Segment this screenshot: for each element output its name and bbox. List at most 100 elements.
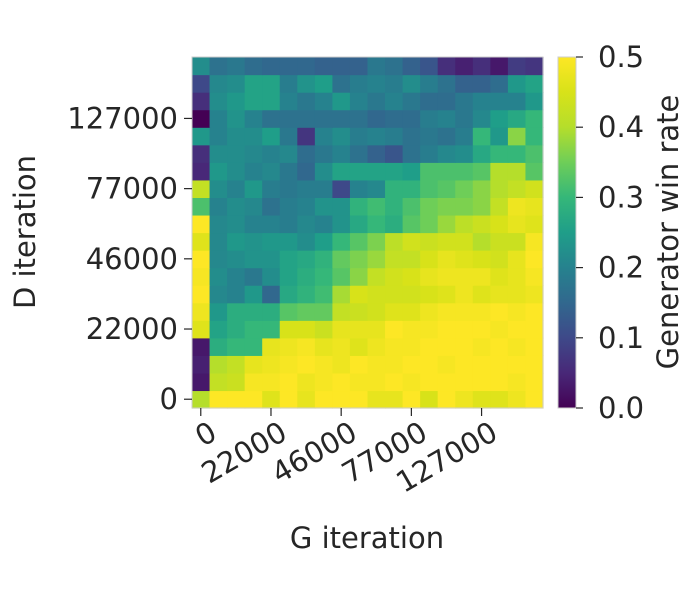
heatmap-cell bbox=[385, 285, 404, 304]
heatmap-cell bbox=[332, 57, 351, 76]
heatmap-cell bbox=[314, 179, 333, 198]
heatmap-cell bbox=[455, 197, 474, 216]
heatmap-cell bbox=[507, 74, 527, 93]
heatmap-cell bbox=[209, 109, 228, 128]
heatmap-cell bbox=[192, 372, 211, 392]
heatmap-cell bbox=[507, 390, 527, 409]
heatmap-cell bbox=[279, 179, 298, 198]
heatmap-cell bbox=[279, 372, 298, 392]
heatmap-cell bbox=[437, 214, 456, 234]
heatmap-cell bbox=[472, 372, 491, 392]
heatmap-cell bbox=[314, 355, 333, 374]
colorbar bbox=[558, 57, 576, 408]
heatmap-cell bbox=[437, 372, 456, 392]
heatmap-cell bbox=[385, 372, 404, 392]
heatmap-cell bbox=[490, 144, 509, 163]
heatmap-cell bbox=[332, 285, 351, 304]
heatmap-cell bbox=[490, 197, 509, 216]
heatmap-cell bbox=[349, 144, 369, 163]
heatmap-cell bbox=[262, 214, 281, 234]
heatmap-cell bbox=[227, 74, 246, 93]
heatmap-cell bbox=[314, 372, 333, 392]
heatmap-cell bbox=[314, 92, 333, 111]
heatmap-cell bbox=[437, 250, 456, 269]
heatmap-cell bbox=[490, 390, 509, 409]
heatmap-cell bbox=[507, 179, 527, 198]
heatmap-cell bbox=[192, 302, 211, 321]
heatmap-cell bbox=[297, 267, 316, 286]
heatmap-cell bbox=[279, 127, 298, 146]
heatmap-cell bbox=[297, 390, 316, 409]
heatmap-cell bbox=[367, 390, 386, 409]
heatmap-cell bbox=[297, 197, 316, 216]
heatmap-cell bbox=[367, 320, 386, 339]
heatmap-cell bbox=[507, 92, 527, 111]
heatmap-cell bbox=[227, 144, 246, 163]
heatmap-cell bbox=[420, 285, 439, 304]
heatmap-cell bbox=[490, 92, 509, 111]
heatmap-cell bbox=[332, 197, 351, 216]
heatmap-cell bbox=[490, 267, 509, 286]
heatmap-cell bbox=[349, 267, 369, 286]
heatmap-cell bbox=[437, 285, 456, 304]
heatmap-cell bbox=[262, 92, 281, 111]
heatmap-cell bbox=[507, 127, 527, 146]
heatmap-cell bbox=[279, 57, 298, 76]
heatmap-cell bbox=[349, 197, 369, 216]
heatmap-cell bbox=[262, 337, 281, 356]
heatmap-cell bbox=[262, 302, 281, 321]
heatmap-cell bbox=[455, 267, 474, 286]
heatmap-cell bbox=[402, 355, 421, 374]
heatmap-cell bbox=[437, 232, 456, 251]
heatmap-cell bbox=[385, 337, 404, 356]
heatmap-cell bbox=[314, 302, 333, 321]
y-tick-label: 22000 bbox=[86, 312, 178, 346]
heatmap-cell bbox=[279, 232, 298, 251]
heatmap-cell bbox=[279, 214, 298, 234]
heatmap-cell bbox=[192, 337, 211, 356]
heatmap-cell bbox=[297, 92, 316, 111]
heatmap-cell bbox=[279, 267, 298, 286]
heatmap-cell bbox=[244, 285, 263, 304]
heatmap-cell bbox=[192, 74, 211, 93]
heatmap-cell bbox=[525, 302, 544, 321]
heatmap-cell bbox=[367, 214, 386, 234]
heatmap-cell bbox=[455, 250, 474, 269]
heatmap-cell bbox=[472, 92, 491, 111]
heatmap-cell bbox=[525, 337, 544, 356]
heatmap-cell bbox=[507, 267, 527, 286]
heatmap-cell bbox=[244, 162, 263, 181]
heatmap-cell bbox=[279, 162, 298, 181]
heatmap-cell bbox=[385, 127, 404, 146]
heatmap-cell bbox=[385, 74, 404, 93]
heatmap-frame bbox=[191, 56, 544, 409]
heatmap-cell bbox=[402, 390, 421, 409]
heatmap-cell bbox=[209, 127, 228, 146]
heatmap-cell bbox=[455, 74, 474, 93]
heatmap-cell bbox=[507, 320, 527, 339]
heatmap-cell bbox=[437, 197, 456, 216]
heatmap-cell bbox=[297, 232, 316, 251]
heatmap-cell bbox=[367, 74, 386, 93]
heatmap-cell bbox=[262, 285, 281, 304]
heatmap-cell bbox=[227, 179, 246, 198]
heatmap-cell bbox=[437, 320, 456, 339]
heatmap-cell bbox=[402, 285, 421, 304]
heatmap-cell bbox=[209, 372, 228, 392]
heatmap-cell bbox=[332, 179, 351, 198]
heatmap-cell bbox=[244, 302, 263, 321]
heatmap-cell bbox=[279, 144, 298, 163]
heatmap-cell bbox=[402, 197, 421, 216]
heatmap-cell bbox=[227, 302, 246, 321]
heatmap-cell bbox=[420, 337, 439, 356]
heatmap-cell bbox=[332, 232, 351, 251]
heatmap-cell bbox=[385, 267, 404, 286]
heatmap-cell bbox=[525, 74, 544, 93]
heatmap-cell bbox=[349, 57, 369, 76]
heatmap-cell bbox=[490, 302, 509, 321]
heatmap-cell bbox=[525, 127, 544, 146]
heatmap-cell bbox=[367, 197, 386, 216]
heatmap-cell bbox=[385, 214, 404, 234]
heatmap-cell bbox=[192, 179, 211, 198]
heatmap-cell bbox=[402, 214, 421, 234]
